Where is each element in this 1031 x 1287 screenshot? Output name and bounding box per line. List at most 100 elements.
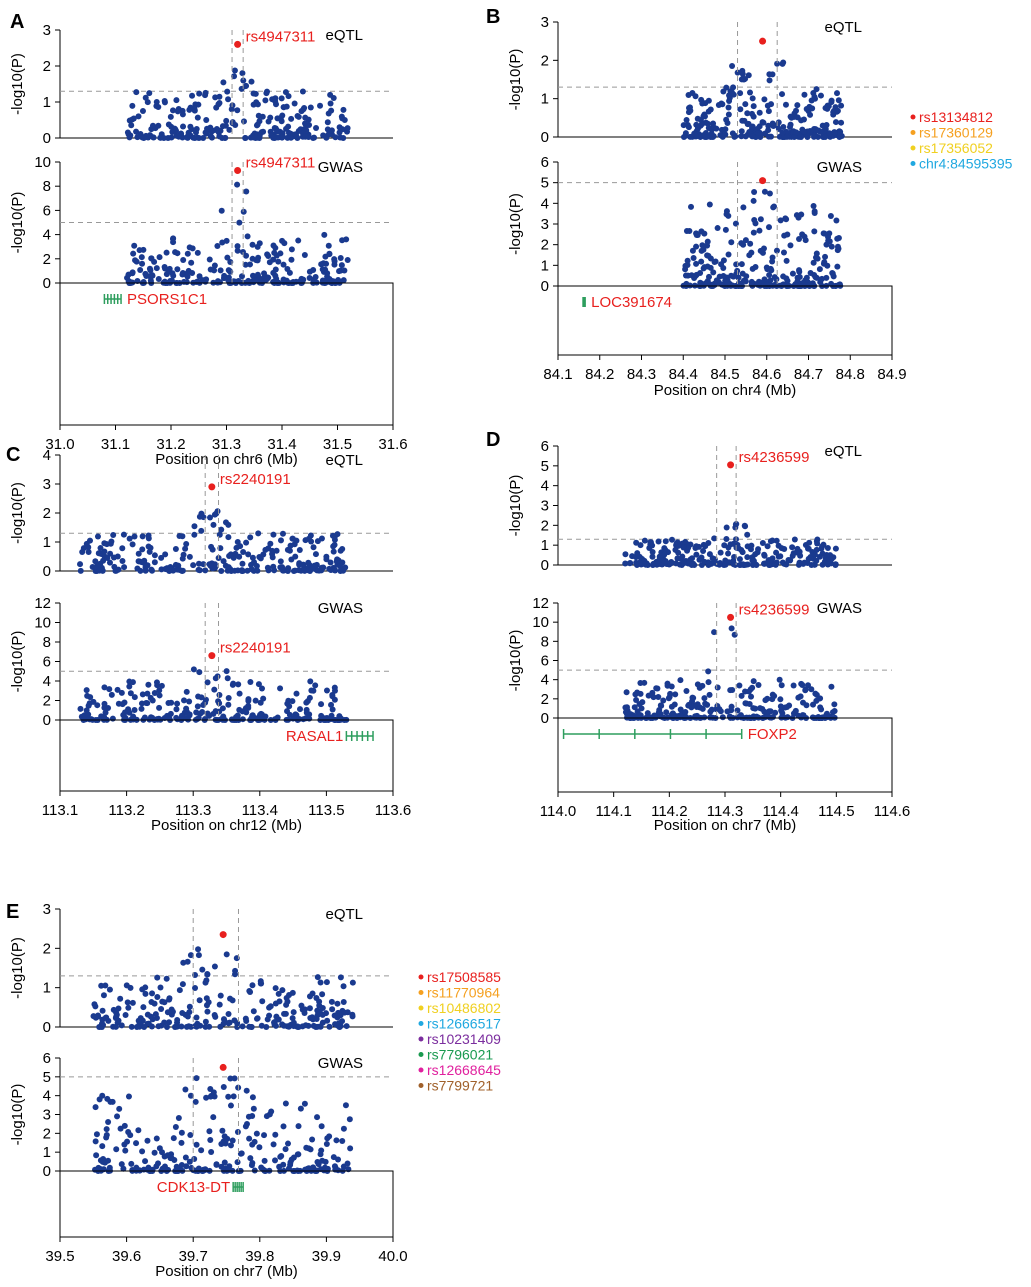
data-point	[254, 567, 261, 574]
data-point	[155, 715, 162, 722]
data-point	[288, 256, 295, 263]
data-point	[121, 564, 128, 571]
data-point	[634, 550, 641, 557]
data-point	[622, 560, 629, 567]
data-point	[683, 117, 690, 124]
data-point	[689, 694, 696, 701]
data-point	[830, 109, 837, 116]
data-point	[770, 713, 777, 720]
data-point	[801, 91, 808, 98]
x-tick-label: 114.6	[874, 803, 910, 820]
x-tick-label: 84.1	[543, 366, 572, 383]
y-tick-label: 2	[43, 1125, 51, 1142]
data-point	[131, 707, 138, 714]
data-point	[317, 1151, 324, 1158]
data-point	[202, 1018, 209, 1025]
data-point	[650, 694, 657, 701]
data-point	[231, 67, 238, 74]
data-point	[314, 1114, 321, 1121]
data-point	[252, 697, 259, 704]
legend-marker	[910, 161, 916, 166]
data-point	[334, 531, 341, 538]
data-point	[658, 713, 665, 720]
x-tick-label: 113.6	[375, 802, 411, 819]
data-point	[90, 698, 97, 705]
data-point	[225, 96, 232, 103]
gene-track: RASAL1	[59, 719, 394, 792]
data-point	[238, 273, 245, 280]
data-point	[193, 1014, 200, 1021]
data-point	[196, 273, 203, 280]
data-point	[768, 101, 775, 108]
data-point	[328, 998, 335, 1005]
data-point	[712, 258, 719, 265]
data-point	[225, 1167, 232, 1174]
data-point	[627, 560, 634, 567]
data-point	[665, 695, 672, 702]
data-point	[131, 242, 138, 249]
data-point	[249, 554, 256, 561]
x-tick-label: 40.0	[378, 1248, 407, 1265]
data-point	[245, 551, 252, 558]
data-point	[180, 278, 187, 285]
data-point	[344, 256, 351, 263]
data-point	[771, 692, 778, 699]
panel-letter: A	[10, 11, 24, 33]
data-point	[195, 101, 202, 108]
data-point	[162, 551, 169, 558]
data-point	[250, 1008, 257, 1015]
data-point	[225, 695, 232, 702]
data-point	[101, 684, 108, 691]
data-point	[165, 134, 172, 141]
data-point	[156, 704, 163, 711]
y-tick-label: 4	[43, 447, 51, 464]
x-tick-label: 39.9	[312, 1248, 341, 1265]
data-points	[680, 188, 844, 289]
data-point	[95, 1164, 102, 1171]
data-point	[156, 254, 163, 261]
data-point	[147, 132, 154, 139]
data-point	[702, 543, 709, 550]
data-point	[637, 679, 644, 686]
data-point	[755, 278, 762, 285]
data-point	[656, 560, 663, 567]
data-point	[145, 532, 152, 539]
data-point	[834, 263, 841, 270]
data-points	[77, 666, 350, 723]
data-point	[302, 133, 309, 140]
data-point	[200, 134, 207, 141]
data-point	[821, 230, 828, 237]
data-point	[340, 1125, 347, 1132]
data-point	[103, 541, 110, 548]
data-point	[744, 110, 751, 117]
data-point	[693, 243, 700, 250]
data-point	[765, 224, 772, 231]
data-point	[822, 105, 829, 112]
data-point	[309, 1136, 316, 1143]
data-point	[188, 126, 195, 133]
data-point	[285, 1023, 292, 1030]
data-point	[280, 1161, 287, 1168]
data-point	[221, 134, 228, 141]
data-point	[804, 560, 811, 567]
data-point	[242, 261, 249, 268]
data-point	[328, 701, 335, 708]
data-point	[291, 541, 298, 548]
data-point	[694, 231, 701, 238]
data-point	[697, 116, 704, 123]
data-point	[179, 533, 186, 540]
data-point	[236, 706, 243, 713]
data-point	[748, 281, 755, 288]
data-point	[324, 270, 331, 277]
data-point	[336, 129, 343, 136]
data-point	[138, 254, 145, 261]
data-point	[835, 97, 842, 104]
data-point	[176, 567, 183, 574]
data-point	[746, 252, 753, 259]
data-point	[340, 277, 347, 284]
data-point	[211, 262, 218, 269]
data-point	[698, 258, 705, 265]
data-point	[303, 706, 310, 713]
data-point	[104, 554, 111, 561]
data-point	[340, 983, 347, 990]
